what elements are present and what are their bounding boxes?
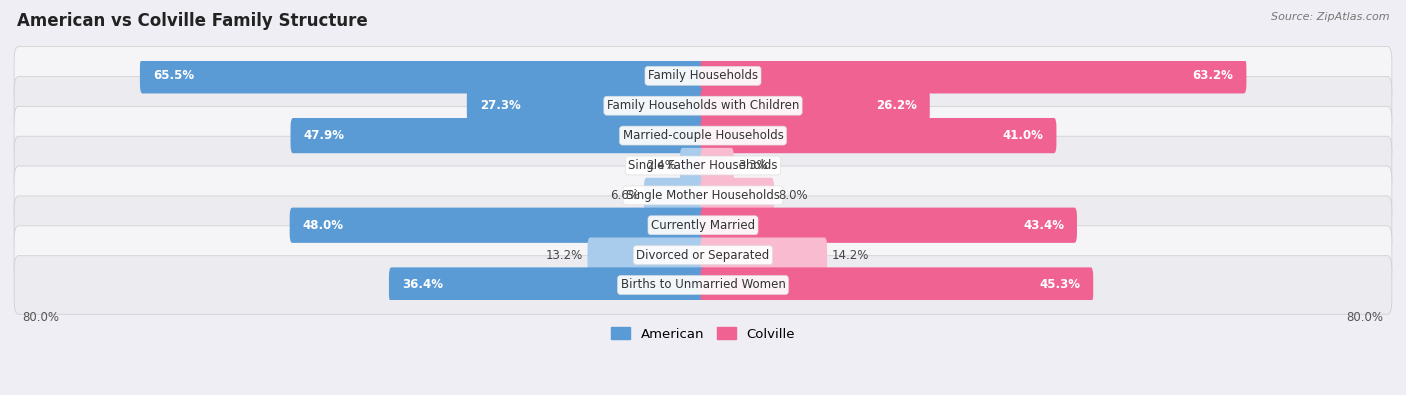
Text: 43.4%: 43.4% [1024,219,1064,232]
FancyBboxPatch shape [700,58,1246,94]
FancyBboxPatch shape [14,196,1392,254]
Text: 14.2%: 14.2% [831,248,869,261]
Text: 65.5%: 65.5% [153,70,194,82]
FancyBboxPatch shape [14,256,1392,314]
Text: 6.6%: 6.6% [610,189,640,202]
FancyBboxPatch shape [14,77,1392,135]
Text: 80.0%: 80.0% [1347,311,1384,324]
FancyBboxPatch shape [700,178,775,213]
Text: Currently Married: Currently Married [651,219,755,232]
FancyBboxPatch shape [14,47,1392,105]
FancyBboxPatch shape [14,226,1392,284]
FancyBboxPatch shape [14,166,1392,225]
FancyBboxPatch shape [291,118,706,153]
Text: Family Households: Family Households [648,70,758,82]
FancyBboxPatch shape [700,267,1094,303]
Text: 2.4%: 2.4% [645,159,676,172]
Legend: American, Colville: American, Colville [606,322,800,346]
Text: 45.3%: 45.3% [1039,278,1080,292]
Text: 48.0%: 48.0% [302,219,343,232]
FancyBboxPatch shape [14,106,1392,165]
FancyBboxPatch shape [681,148,706,183]
FancyBboxPatch shape [700,118,1056,153]
Text: 41.0%: 41.0% [1002,129,1043,142]
Text: 63.2%: 63.2% [1192,70,1233,82]
Text: American vs Colville Family Structure: American vs Colville Family Structure [17,12,367,30]
Text: 27.3%: 27.3% [479,99,520,112]
FancyBboxPatch shape [700,88,929,123]
FancyBboxPatch shape [141,58,706,94]
Text: Single Father Households: Single Father Households [628,159,778,172]
FancyBboxPatch shape [700,208,1077,243]
Text: Births to Unmarried Women: Births to Unmarried Women [620,278,786,292]
FancyBboxPatch shape [588,237,706,273]
FancyBboxPatch shape [644,178,706,213]
FancyBboxPatch shape [290,208,706,243]
Text: Married-couple Households: Married-couple Households [623,129,783,142]
FancyBboxPatch shape [700,237,827,273]
Text: 8.0%: 8.0% [779,189,808,202]
Text: 13.2%: 13.2% [546,248,583,261]
FancyBboxPatch shape [700,148,734,183]
Text: 47.9%: 47.9% [304,129,344,142]
Text: Family Households with Children: Family Households with Children [607,99,799,112]
Text: 26.2%: 26.2% [876,99,917,112]
Text: Source: ZipAtlas.com: Source: ZipAtlas.com [1271,12,1389,22]
Text: 3.3%: 3.3% [738,159,768,172]
FancyBboxPatch shape [467,88,706,123]
Text: Single Mother Households: Single Mother Households [626,189,780,202]
FancyBboxPatch shape [14,136,1392,195]
FancyBboxPatch shape [389,267,706,303]
Text: 36.4%: 36.4% [402,278,443,292]
Text: 80.0%: 80.0% [22,311,59,324]
Text: Divorced or Separated: Divorced or Separated [637,248,769,261]
